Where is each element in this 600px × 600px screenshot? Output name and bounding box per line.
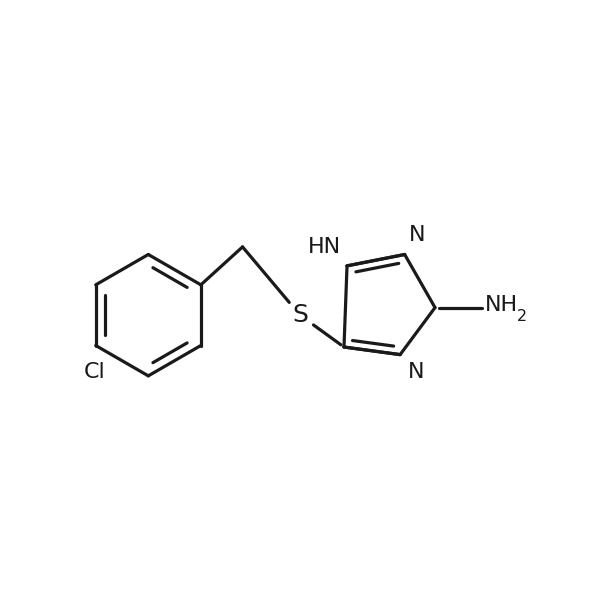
- Text: HN: HN: [308, 237, 341, 257]
- Text: 2: 2: [517, 309, 527, 324]
- Text: S: S: [292, 303, 308, 327]
- Text: Cl: Cl: [83, 362, 105, 382]
- Text: NH: NH: [485, 295, 518, 314]
- Text: N: N: [409, 226, 425, 245]
- Text: N: N: [408, 362, 424, 382]
